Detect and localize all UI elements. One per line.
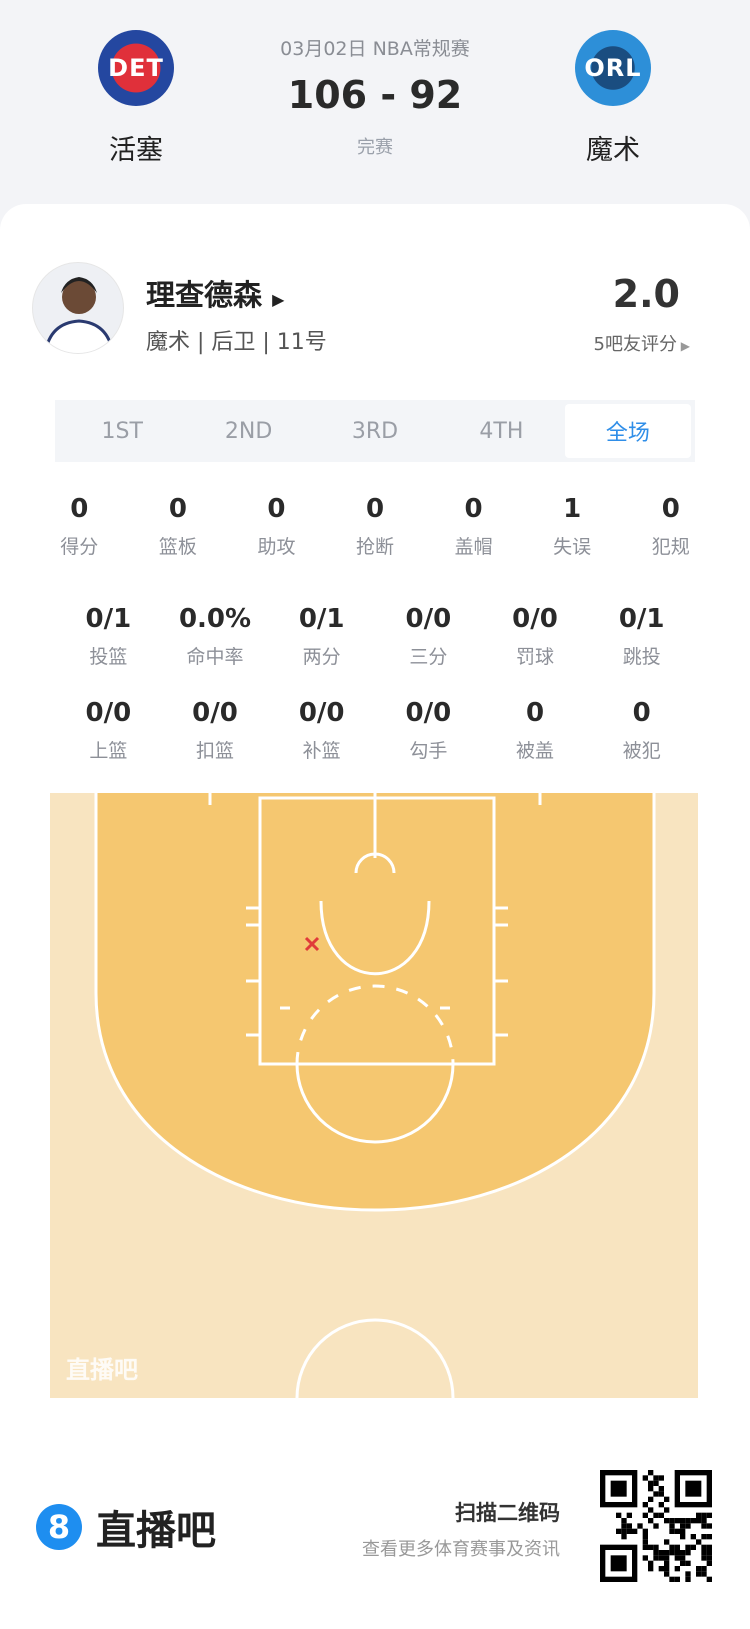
game-score: 106 - 92	[287, 73, 463, 117]
stat-item: 0 篮板	[129, 494, 228, 559]
stat-label: 补篮	[302, 740, 341, 762]
stat-item: 0/1 两分	[268, 604, 375, 669]
tab-3rd[interactable]: 3RD	[351, 418, 399, 444]
stat-label: 勾手	[409, 740, 448, 762]
rating-link[interactable]: 5吧友评分 ▶	[593, 334, 691, 355]
player-name-link[interactable]: 理查德森 ▶	[146, 278, 285, 312]
stat-item: 0 盖帽	[424, 494, 523, 559]
stat-value: 0	[267, 494, 286, 524]
shot-chart-court: 直播吧	[50, 793, 698, 1398]
stat-label: 命中率	[186, 646, 244, 668]
game-status: 完赛	[357, 137, 393, 158]
stat-value: 0/0	[512, 604, 558, 634]
stat-item: 0/0 上篮	[55, 698, 162, 763]
away-team-name: 魔术	[586, 135, 640, 166]
scan-title: 扫描二维码	[455, 1501, 560, 1525]
stat-item: 0/1 投篮	[55, 604, 162, 669]
stat-item: 0.0% 命中率	[162, 604, 269, 669]
orl-logo: ORL	[575, 30, 651, 106]
stat-value: 0/0	[192, 698, 238, 728]
stat-item: 0 被犯	[588, 698, 695, 763]
stat-value: 0/1	[298, 604, 345, 634]
shot-miss-marker[interactable]	[304, 936, 320, 952]
stat-label: 投篮	[89, 646, 128, 668]
footer-brand-logo: 8 直播吧	[36, 1498, 216, 1556]
stats-row-shot-types: 0/0 上篮 0/0 扣篮 0/0 补篮 0/0 勾手 0 被盖 0 被犯	[55, 698, 695, 763]
stat-item: 0/0 扣篮	[162, 698, 269, 763]
stat-value: 0/0	[85, 698, 132, 728]
stats-row-shooting: 0/1 投篮 0.0% 命中率 0/1 两分 0/0 三分 0/0 罚球 0/1 跳投	[55, 604, 695, 669]
stat-label: 被犯	[622, 740, 661, 762]
tab-4th[interactable]: 4TH	[479, 418, 524, 444]
tab-full-game[interactable]: 全场	[564, 404, 692, 458]
stat-value: 0	[70, 494, 89, 524]
stat-value: 1	[563, 494, 582, 524]
det-logo: DET	[98, 30, 174, 106]
stat-value: 0/1	[618, 604, 665, 634]
stat-label: 两分	[302, 646, 341, 668]
stat-item: 0/0 补篮	[268, 698, 375, 763]
stat-item: 0 助攻	[227, 494, 326, 559]
stat-item: 0/1 跳投	[588, 604, 695, 669]
stat-value: 0/1	[85, 604, 132, 634]
arrow-right-icon: ▶	[676, 339, 690, 353]
stat-label: 篮板	[158, 536, 197, 558]
tab-1st[interactable]: 1ST	[101, 418, 143, 444]
stat-item: 0 被盖	[482, 698, 589, 763]
stat-item: 1 失误	[523, 494, 622, 559]
away-team[interactable]: ORL 魔术	[533, 30, 693, 167]
period-tabs: 1ST 2ND 3RD 4TH 全场	[55, 400, 695, 462]
brand-8-icon: 8	[36, 1504, 82, 1550]
scan-subtitle: 查看更多体育赛事及资讯	[362, 1539, 560, 1560]
stat-item: 0 得分	[30, 494, 129, 559]
home-team[interactable]: DET 活塞	[56, 30, 216, 167]
stat-label: 助攻	[257, 536, 296, 558]
stat-value: 0/0	[298, 698, 345, 728]
game-date: 03月02日 NBA常规赛	[280, 38, 470, 60]
home-team-name: 活塞	[109, 135, 163, 166]
qr-code[interactable]	[600, 1470, 712, 1582]
stat-value: 0	[661, 494, 680, 524]
stat-label: 失误	[553, 536, 592, 558]
stat-label: 上篮	[89, 740, 128, 762]
play-arrow-icon: ▶	[272, 290, 285, 309]
stat-value: 0	[365, 494, 385, 524]
stat-item: 0 抢断	[326, 494, 425, 559]
stat-label: 三分	[409, 646, 448, 668]
stat-item: 0/0 勾手	[375, 698, 482, 763]
player-avatar	[32, 262, 124, 354]
stat-value: 0	[525, 698, 545, 728]
player-rating: 2.0	[612, 272, 680, 316]
stat-label: 盖帽	[454, 536, 493, 558]
three-point-area	[96, 793, 654, 1210]
stat-item: 0 犯规	[621, 494, 720, 559]
stat-label: 罚球	[516, 646, 555, 668]
player-info: 魔术 | 后卫 | 11号	[146, 330, 327, 355]
stat-label: 抢断	[356, 536, 395, 558]
stats-row-basic: 0 得分 0 篮板 0 助攻 0 抢断 0 盖帽 1 失误 0 犯规	[30, 494, 720, 559]
stat-label: 犯规	[651, 536, 690, 558]
brand-name: 直播吧	[96, 1508, 216, 1554]
stat-item: 0/0 三分	[375, 604, 482, 669]
stat-value: 0/0	[405, 604, 452, 634]
stat-value: 0	[632, 698, 651, 728]
stat-item: 0/0 罚球	[482, 604, 589, 669]
tab-2nd[interactable]: 2ND	[224, 418, 273, 444]
scan-prompt: 扫描二维码 查看更多体育赛事及资讯	[362, 1497, 560, 1561]
stat-value: 0/0	[405, 698, 452, 728]
court-watermark: 直播吧	[66, 1356, 138, 1384]
stat-label: 得分	[60, 536, 99, 558]
stat-value: 0	[168, 494, 187, 524]
game-summary: 03月02日 NBA常规赛 106 - 92 完赛	[225, 34, 525, 159]
stat-value: 0.0%	[178, 604, 252, 634]
stat-label: 扣篮	[196, 740, 235, 762]
stat-label: 跳投	[622, 646, 661, 668]
stat-label: 被盖	[516, 740, 555, 762]
court-lines	[94, 793, 656, 1398]
stat-value: 0	[464, 494, 483, 524]
